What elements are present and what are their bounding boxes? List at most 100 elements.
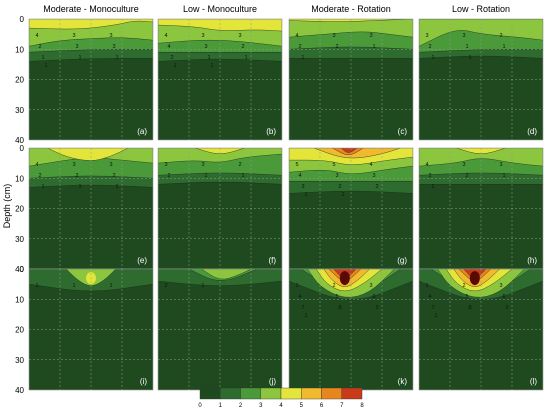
contour-label: 2 (332, 283, 335, 289)
contour-label: 1 (468, 55, 471, 61)
colorbar-swatch (220, 387, 241, 400)
contour-label: 2 (375, 184, 378, 190)
contour-label: 1 (173, 63, 176, 69)
contour-label: 2 (499, 33, 502, 39)
panel-border (418, 18, 544, 141)
panel-h: 4 3 32 2 11(h) (418, 147, 544, 270)
y-tick-label: 40 (15, 136, 24, 145)
panel-border (288, 18, 414, 141)
contour-label: 1 (502, 173, 505, 179)
contour-label: 2 (167, 173, 170, 179)
contour-label: 2 (170, 55, 173, 61)
contour-label: 1 (44, 63, 47, 69)
panel-border (28, 18, 154, 141)
colorbar-tick-label: 0 (198, 403, 202, 409)
y-axis-label: Depth (cm) (2, 184, 12, 229)
colorbar-tick-label: 4 (279, 403, 283, 409)
y-tick-label: 30 (15, 106, 24, 115)
contour-label: 3 (201, 162, 204, 168)
colorbar-tick-label: 3 (259, 403, 263, 409)
band-3 (158, 148, 282, 164)
contour-label: 3 (332, 33, 335, 39)
colorbar-tick-label: 6 (320, 403, 324, 409)
panel-label: (d) (527, 127, 537, 136)
colorbar-swatch (301, 387, 322, 400)
contour-label: 3 (72, 33, 75, 39)
contour-label: 1 (431, 55, 434, 61)
contour-label: 4 (369, 162, 372, 168)
contour-label: 3 (238, 33, 241, 39)
y-tick-label: 30 (15, 356, 24, 365)
panel-l: 1 2 3 4 5 6 7 8 2 1 (l) (418, 268, 544, 391)
band-7 (340, 148, 358, 153)
contour-label: 3 (164, 162, 167, 168)
panel-label: (k) (398, 377, 408, 386)
contour-label: 1 (465, 44, 468, 50)
contour-label: 3 (72, 162, 75, 168)
contour-label: 1 (301, 55, 304, 61)
contour-label: 5 (465, 294, 468, 300)
contour-label: 3 (462, 33, 465, 39)
column-title: Low - Rotation (452, 4, 510, 14)
contour-label: 4 (298, 294, 301, 300)
contour-label: 1 (41, 184, 44, 190)
contour-label: 3 (499, 283, 502, 289)
contour-label: 4 (295, 33, 298, 39)
contour-label: 4 (35, 33, 38, 39)
contour-label: 2 (335, 44, 338, 50)
y-tick-label: 40 (15, 265, 24, 274)
contour-label: 2 (38, 173, 41, 179)
contour-label: 1 (431, 184, 434, 190)
contour-label: 3 (109, 33, 112, 39)
y-tick-label: 30 (15, 235, 24, 244)
colorbar-swatch (240, 387, 261, 400)
contour-label: 4 (164, 33, 167, 39)
colorbar-tick-label: 8 (360, 403, 364, 409)
colorbar-tick-label: 1 (219, 403, 223, 409)
panel-e: 4 3 32 2 21 1 1(e) (28, 147, 154, 270)
contour-label: 6 (502, 294, 505, 300)
contour-label: 2 (375, 305, 378, 311)
contour-label: 2 (112, 173, 115, 179)
contour-label: 4 (425, 162, 428, 168)
contour-label: 1 (201, 283, 204, 289)
colorbar: 0 1 2 3 4 5 6 7 8 (198, 387, 364, 409)
band-4 (195, 148, 245, 154)
panel-i: 1 1 1 (i) (28, 268, 154, 391)
panel-label: (f) (268, 256, 276, 265)
contour-label: 4 (167, 44, 170, 50)
colorbar-tick-label: 5 (300, 403, 304, 409)
contour-label: 3 (425, 33, 428, 39)
contour-label: 7 (431, 305, 434, 311)
panel-border (418, 268, 544, 391)
contour-label: 2 (428, 173, 431, 179)
contour-label: 2 (338, 184, 341, 190)
column-title: Low - Monoculture (183, 4, 257, 14)
colorbar-tick-label: 7 (340, 403, 344, 409)
column-title: Moderate - Rotation (311, 4, 391, 14)
panel-label: (b) (266, 127, 276, 136)
contour-label: 8 (338, 305, 341, 311)
contour-label: 3 (372, 173, 375, 179)
band-8 (339, 271, 350, 286)
contour-label: 1 (244, 55, 247, 61)
contour-label: 3 (499, 162, 502, 168)
contour-label: 2 (241, 44, 244, 50)
contour-label: 1 (341, 192, 344, 198)
contour-label: 1 (304, 313, 307, 319)
panel-label: (h) (527, 256, 537, 265)
colorbar-swatch (280, 387, 302, 400)
contour-label: 4 (428, 294, 431, 300)
contour-label: 4 (35, 162, 38, 168)
contour-label: 1 (295, 283, 298, 289)
contour-label: 2 (462, 283, 465, 289)
colorbar-swatch (260, 387, 282, 400)
panel-grid: 4 3 32 3 31 1 11(a)4 3 34 3 22 1 11 1(b)4 3 32 2 11(c)3 3 2… (28, 18, 544, 391)
contour-label: 3 (109, 162, 112, 168)
panel-g: 5 5 44 3 33 2 21 1(g) (288, 147, 414, 270)
contour-label: 1 (434, 313, 437, 319)
contour-label: 3 (204, 44, 207, 50)
contour-label: 2 (505, 305, 508, 311)
